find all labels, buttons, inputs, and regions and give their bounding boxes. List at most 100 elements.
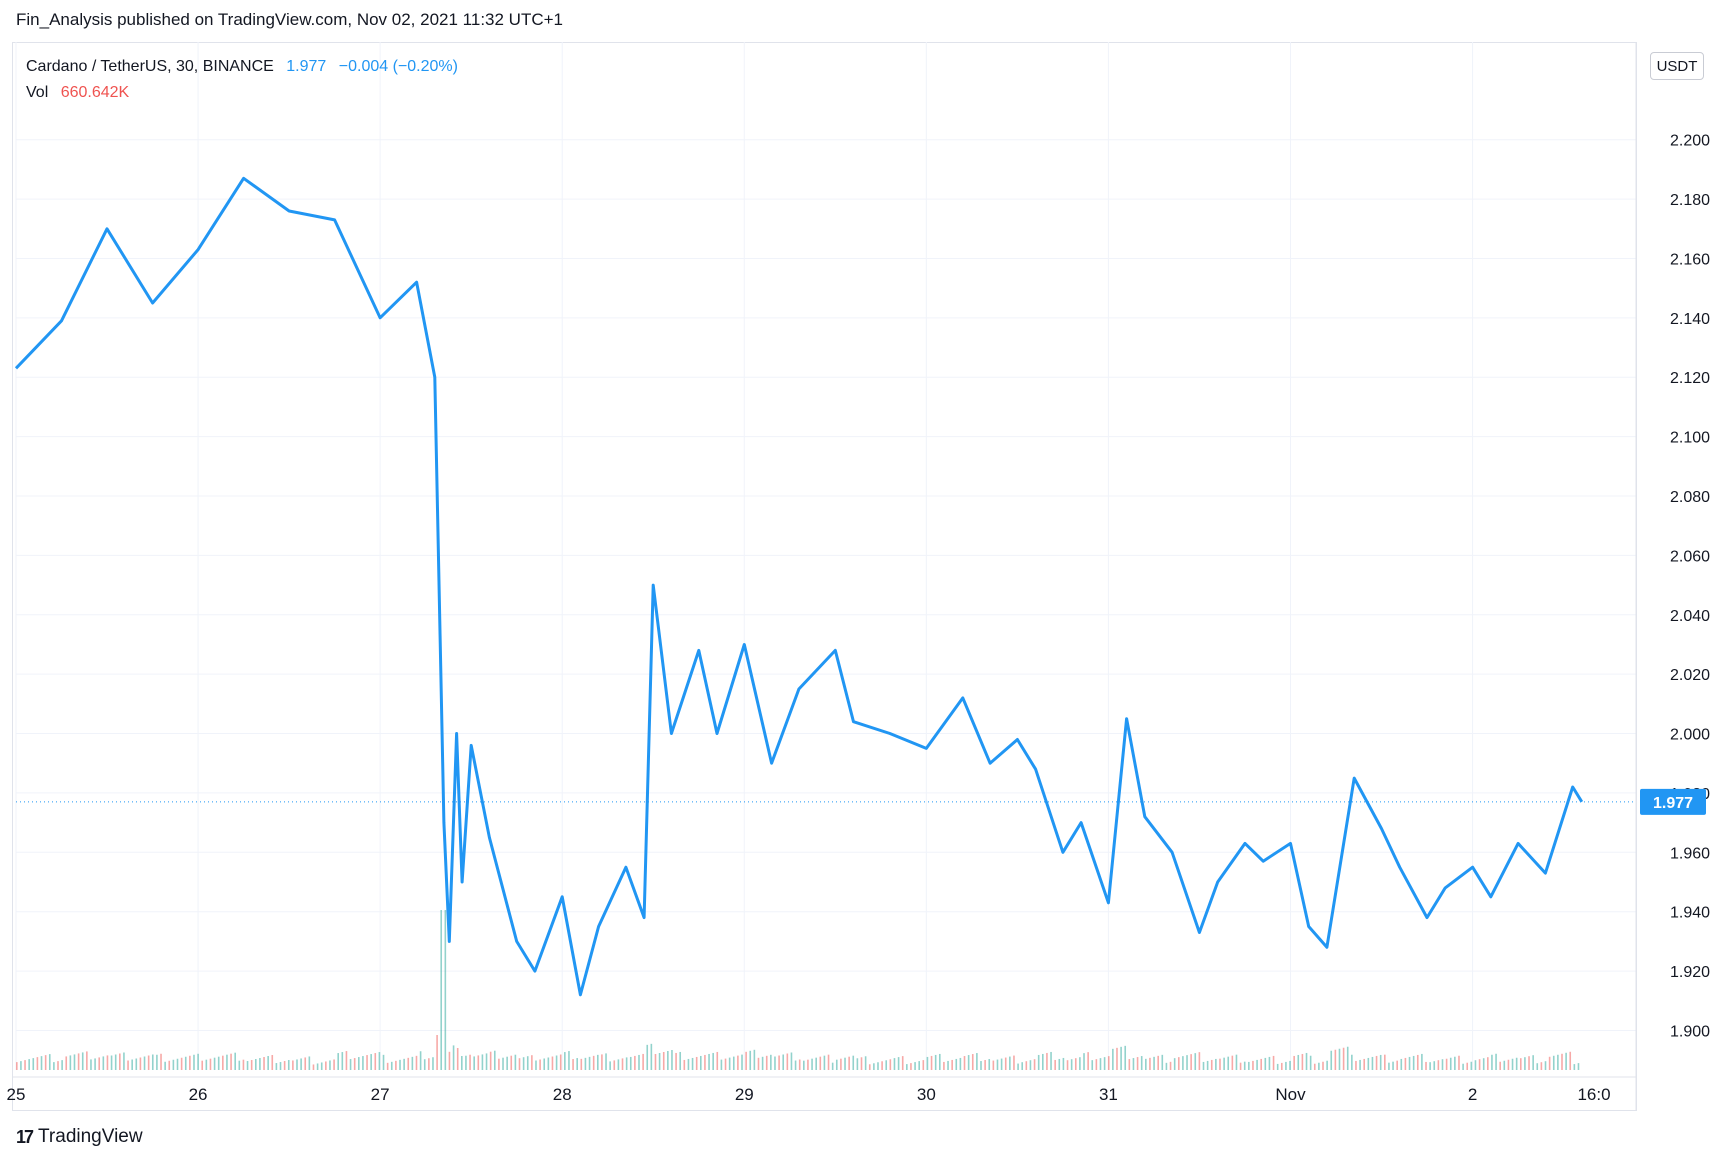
volume-bar [73,1054,76,1070]
volume-bar [741,1054,743,1070]
volume-bar [205,1059,208,1070]
tradingview-logo[interactable]: 17 TradingView [16,1126,143,1148]
volume-bar [559,1054,562,1070]
volume-bar [1495,1053,1497,1070]
volume-bar [308,1056,311,1070]
y-tick-label: 2.180 [1670,192,1710,209]
volume-bar [275,1063,278,1070]
volume-bars [16,910,1580,1070]
tradingview-logo-text: TradingView [38,1126,143,1147]
volume-bar [1449,1057,1452,1070]
volume-bar [930,1055,933,1070]
volume-bar [642,1053,644,1070]
volume-bar [209,1058,212,1070]
volume-bar [98,1057,101,1070]
volume-bar [1268,1056,1271,1070]
x-tick-label: 27 [371,1085,390,1104]
volume-bar [440,910,443,1070]
volume-bar [753,1049,756,1070]
volume-bar [1515,1057,1518,1070]
volume-bar [1313,1063,1316,1070]
volume-bar [436,1035,438,1070]
volume-bar [601,1054,603,1070]
volume-bar [1552,1055,1555,1070]
volume-bar [934,1054,937,1070]
volume-bar [263,1057,265,1070]
volume-bar [844,1057,846,1070]
volume-bar [312,1064,315,1070]
volume-bar [1264,1057,1267,1070]
volume-bar [1338,1048,1341,1070]
volume-bar [996,1059,999,1070]
volume-bar [1577,1063,1580,1070]
volume-bar [1066,1060,1069,1070]
volume-bar [403,1058,405,1070]
volume-bar [675,1052,677,1070]
volume-bar [1342,1047,1345,1070]
volume-bar [1013,1055,1015,1070]
volume-bar [835,1059,838,1070]
volume-bar [1091,1060,1094,1070]
volume-bar [1548,1056,1551,1070]
volume-bar [1499,1061,1501,1070]
volume-bar [609,1061,611,1070]
volume-bar [300,1058,302,1070]
volume-bar [333,1059,335,1070]
volume-bar [679,1051,682,1070]
volume-bar [687,1058,690,1070]
volume-bar [1235,1054,1238,1070]
volume-bar [547,1057,550,1070]
volume-bar [1301,1053,1304,1070]
x-tick-label: 26 [189,1085,208,1104]
volume-bar [415,1055,418,1070]
volume-bar [24,1060,26,1070]
volume-bar [370,1054,372,1070]
volume-bar [827,1054,830,1070]
volume-bar [193,1054,195,1070]
volume-bar [147,1055,150,1070]
y-tick-label: 1.960 [1670,845,1710,862]
volume-bar [320,1062,323,1070]
volume-bar [1528,1056,1530,1070]
volume-bar [485,1053,488,1070]
volume-bar [976,1053,978,1070]
volume-bar [168,1060,171,1070]
volume-bar [1445,1058,1448,1070]
volume-bar [840,1058,842,1070]
volume-bar [1021,1062,1024,1070]
volume-bar [259,1058,261,1070]
volume-bar [794,1060,797,1070]
volume-bar [423,1059,426,1070]
volume-bar [889,1059,892,1070]
volume-bar [535,1060,537,1070]
volume-bar [81,1052,84,1070]
y-tick-label: 2.120 [1670,370,1710,387]
volume-bar [1128,1059,1131,1070]
volume-bar [267,1056,269,1070]
volume-bar [1470,1061,1473,1070]
currency-button[interactable]: USDT [1650,52,1704,80]
volume-bar [770,1054,772,1070]
y-tick-label: 2.100 [1670,430,1710,447]
volume-bar [378,1052,381,1070]
volume-bar [1363,1058,1366,1070]
volume-bar [1260,1058,1262,1070]
y-tick-label: 2.000 [1670,727,1710,744]
volume-bar [1219,1058,1221,1070]
volume-bar [102,1056,105,1070]
volume-bar [189,1055,191,1070]
volume-bar [106,1055,109,1070]
volume-bar [1511,1058,1514,1070]
volume-bar [1194,1053,1197,1070]
volume-bar [1243,1061,1246,1070]
volume-bar [605,1053,607,1070]
volume-bar [881,1061,883,1070]
volume-bar [654,1054,657,1070]
volume-bar [399,1059,401,1070]
volume-bar [1297,1054,1300,1070]
volume-bar [395,1060,397,1070]
volume-bar [1355,1060,1357,1070]
volume-bar [250,1060,253,1070]
volume-bar [57,1061,59,1070]
